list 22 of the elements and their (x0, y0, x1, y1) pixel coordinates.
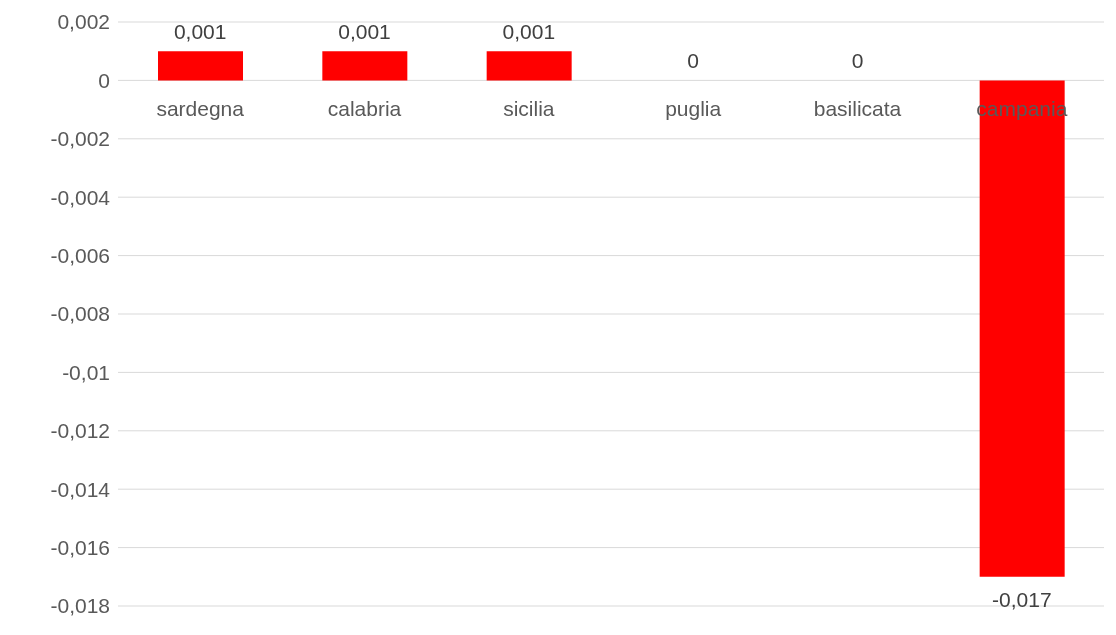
y-tick-label: 0,002 (57, 10, 110, 34)
x-tick-label: sicilia (503, 97, 555, 121)
data-label: 0,001 (173, 20, 227, 44)
x-tick-label: puglia (665, 97, 722, 121)
data-label: 0 (687, 49, 700, 73)
y-tick-label: -0,016 (50, 536, 110, 560)
y-tick-label: -0,008 (50, 302, 110, 326)
y-tick-label: -0,002 (50, 127, 110, 151)
y-tick-label: -0,014 (50, 477, 111, 501)
x-tick-label: calabria (327, 97, 402, 121)
x-tick-label: basilicata (813, 97, 902, 121)
y-tick-label: -0,012 (50, 419, 110, 443)
y-tick-label: -0,018 (50, 594, 110, 618)
data-label: 0,001 (338, 20, 391, 44)
y-tick-label: 0 (98, 68, 110, 92)
y-tick-label: -0,004 (50, 185, 111, 209)
data-label: 0 (851, 49, 864, 73)
data-label: -0,017 (992, 587, 1052, 611)
x-tick-label: sardegna (156, 97, 245, 121)
y-tick-label: -0,01 (62, 360, 110, 384)
data-label: 0,001 (502, 20, 556, 44)
y-tick-label: -0,006 (50, 244, 110, 268)
